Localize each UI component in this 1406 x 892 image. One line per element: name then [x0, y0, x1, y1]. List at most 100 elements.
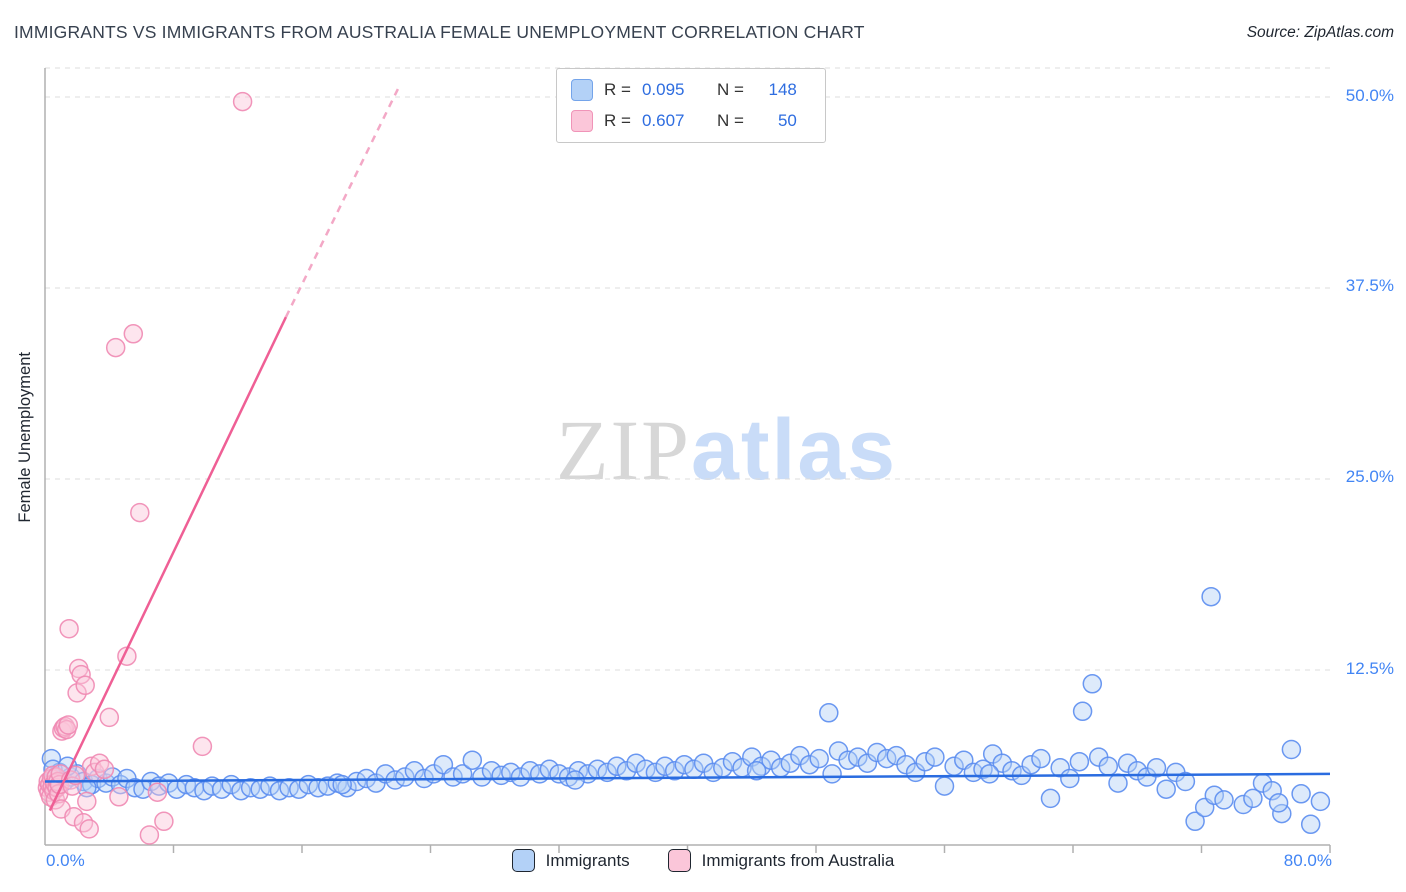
scatter-point-immigrants-from-australia — [109, 787, 129, 807]
legend-item-immigrants-from-australia[interactable]: Immigrants from Australia — [667, 849, 895, 872]
scatter-point-immigrants — [1082, 674, 1103, 694]
legend-row-immigrants-from-australia: R = 0.607 N = 50 — [571, 110, 811, 132]
legend-item-label: Immigrants from Australia — [701, 850, 895, 870]
scatter-point-immigrants — [1098, 756, 1119, 777]
blue-swatch-icon — [571, 79, 593, 101]
scatter-point-immigrants — [915, 751, 935, 772]
watermark: ZIPatlas — [556, 400, 897, 500]
scatter-point-immigrants-from-australia — [130, 502, 150, 523]
scatter-point-immigrants-from-australia — [192, 736, 213, 757]
trend-line-dashed — [284, 84, 402, 318]
scatter-point-immigrants — [1268, 793, 1289, 813]
scatter-point-immigrants — [1310, 791, 1331, 812]
scatter-point-immigrants — [1117, 753, 1138, 773]
scatter-point-immigrants — [1204, 785, 1225, 806]
scatter-point-immigrants — [1233, 794, 1254, 815]
n-label: N = — [716, 111, 744, 130]
scatter-point-immigrants — [1021, 754, 1041, 775]
pink-swatch-icon — [571, 110, 593, 132]
scatter-point-immigrants — [1072, 701, 1093, 722]
scatter-point-immigrants — [1146, 758, 1167, 778]
r-value: 0.095 — [641, 80, 685, 99]
scatter-point-immigrants — [934, 776, 955, 796]
scatter-point-immigrants — [1272, 803, 1292, 824]
r-label: R = — [604, 111, 631, 130]
scatter-point-immigrants — [848, 747, 868, 767]
scatter-point-immigrants-from-australia — [64, 806, 84, 827]
y-tick-label-12-5: 12.5% — [1345, 659, 1394, 678]
scatter-point-immigrants — [1300, 814, 1321, 835]
scatter-point-immigrants-from-australia — [71, 664, 91, 685]
scatter-point-immigrants — [1185, 811, 1205, 832]
scatter-point-immigrants-from-australia — [77, 791, 97, 812]
scatter-point-immigrants — [979, 764, 1000, 784]
scatter-point-immigrants — [510, 767, 531, 787]
x-tick-label-max: 80.0% — [1283, 851, 1332, 870]
page-title: IMMIGRANTS VS IMMIGRANTS FROM AUSTRALIA … — [14, 22, 865, 42]
scatter-point-immigrants — [1156, 779, 1176, 799]
scatter-point-immigrants — [501, 762, 521, 783]
y-axis-title: Female Unemployment — [16, 352, 34, 523]
scatter-point-immigrants-from-australia — [105, 337, 126, 358]
scatter-point-immigrants — [1243, 788, 1263, 809]
watermark-atlas: atlas — [691, 402, 898, 498]
x-tick-label-min: 0.0% — [46, 851, 85, 870]
scatter-point-immigrants — [597, 762, 617, 783]
scatter-point-immigrants — [761, 750, 781, 770]
r-value: 0.607 — [641, 111, 685, 130]
trend-line-solid — [44, 772, 1331, 783]
blue-swatch-icon — [511, 849, 535, 872]
scatter-point-immigrants — [992, 753, 1013, 773]
correlation-legend-box: R = 0.095 N = 148 R = 0.607 N = 50 — [556, 68, 826, 143]
pink-swatch-icon — [667, 849, 691, 872]
n-value: 50 — [777, 111, 797, 130]
series-legend: Immigrants Immigrants from Australia — [0, 849, 1406, 872]
scatter-point-immigrants — [1040, 788, 1061, 809]
n-value: 148 — [768, 80, 797, 99]
legend-item-immigrants[interactable]: Immigrants — [511, 849, 630, 872]
scatter-point-immigrants — [472, 767, 492, 787]
watermark-zip: ZIP — [556, 402, 691, 498]
scatter-point-immigrants — [260, 776, 280, 796]
scatter-point-immigrants-from-australia — [94, 759, 115, 780]
y-tick-label-50: 50.0% — [1345, 86, 1394, 105]
scatter-point-immigrants — [722, 751, 743, 772]
y-tick-label-37-5: 37.5% — [1345, 276, 1394, 295]
scatter-point-immigrants — [565, 770, 585, 790]
legend-row-immigrants: R = 0.095 N = 148 — [571, 79, 811, 101]
r-label: R = — [604, 80, 631, 99]
scatter-point-immigrants-from-australia — [67, 683, 87, 703]
scatter-point-immigrants — [1060, 768, 1080, 789]
scatter-point-immigrants — [1291, 784, 1311, 804]
scatter-point-immigrants — [655, 756, 675, 777]
n-label: N = — [716, 80, 744, 99]
source-link[interactable]: Source: ZipAtlas.com — [1246, 24, 1394, 41]
scatter-point-immigrants — [1214, 790, 1234, 810]
scatter-point-immigrants — [395, 767, 415, 787]
scatter-point-immigrants — [925, 747, 945, 767]
scatter-point-immigrants-from-australia — [139, 825, 160, 845]
scatter-point-immigrants — [1201, 586, 1221, 607]
scatter-point-immigrants-from-australia — [123, 324, 144, 344]
scatter-point-immigrants — [799, 754, 820, 775]
scatter-point-immigrants — [1281, 739, 1302, 760]
scatter-point-immigrants-from-australia — [154, 811, 174, 832]
scatter-point-immigrants — [626, 753, 646, 773]
scatter-point-immigrants — [664, 761, 685, 781]
scatter-point-immigrants-from-australia — [99, 707, 120, 728]
scatter-point-immigrants-from-australia — [79, 819, 99, 839]
scatter-point-immigrants — [1175, 771, 1196, 792]
scatter-point-immigrants — [809, 748, 829, 769]
scatter-point-immigrants — [332, 774, 352, 795]
legend-item-label: Immigrants — [545, 850, 630, 870]
scatter-point-immigrants — [1262, 780, 1282, 801]
scatter-point-immigrants — [462, 750, 483, 770]
scatter-point-immigrants — [1108, 773, 1128, 793]
scatter-point-immigrants — [1069, 751, 1090, 772]
scatter-point-immigrants-from-australia — [232, 91, 253, 112]
trend-line-solid — [48, 316, 288, 812]
scatter-point-immigrants-from-australia — [75, 675, 95, 696]
scatter-point-immigrants-from-australia — [58, 715, 79, 735]
